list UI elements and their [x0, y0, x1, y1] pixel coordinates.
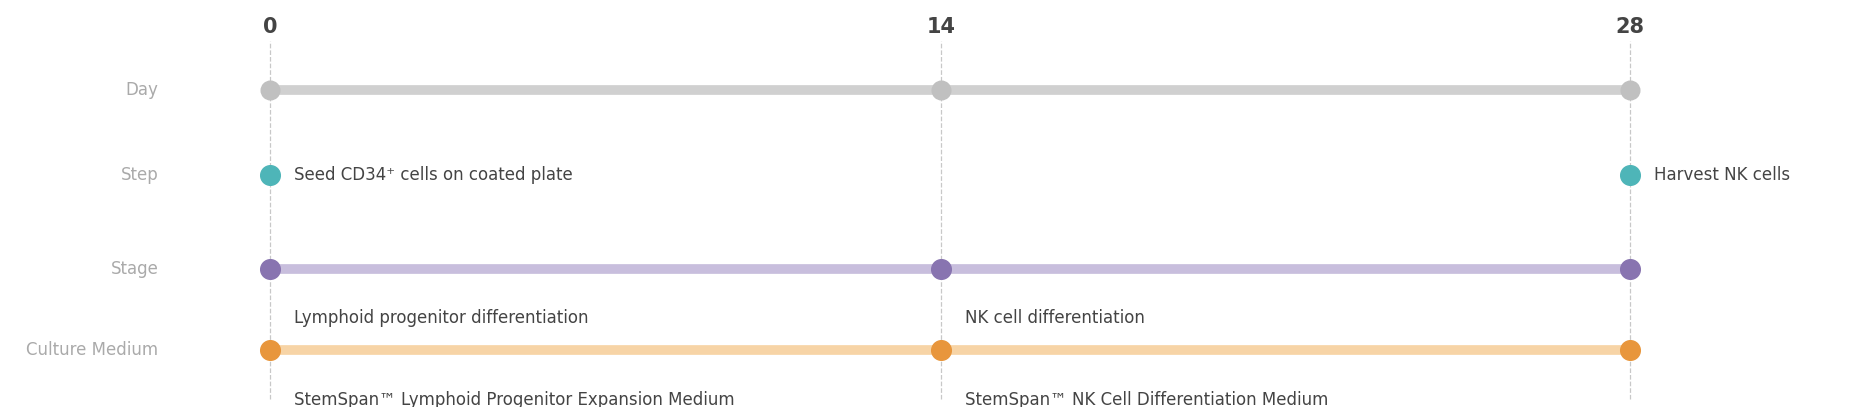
- Point: [255, 172, 285, 178]
- Text: Day: Day: [125, 81, 158, 98]
- Text: 28: 28: [1615, 17, 1645, 37]
- Text: Lymphoid progenitor differentiation: Lymphoid progenitor differentiation: [294, 309, 589, 327]
- Point: [926, 86, 956, 93]
- Point: [1615, 172, 1645, 178]
- Text: Seed CD34⁺ cells on coated plate: Seed CD34⁺ cells on coated plate: [294, 166, 574, 184]
- Text: 14: 14: [926, 17, 956, 37]
- Text: Step: Step: [121, 166, 158, 184]
- Text: Stage: Stage: [110, 260, 158, 278]
- Point: [926, 265, 956, 272]
- Point: [1615, 347, 1645, 353]
- Text: NK cell differentiation: NK cell differentiation: [965, 309, 1146, 327]
- Text: Culture Medium: Culture Medium: [26, 341, 158, 359]
- Point: [1615, 86, 1645, 93]
- Text: Harvest NK cells: Harvest NK cells: [1654, 166, 1790, 184]
- Point: [926, 347, 956, 353]
- Point: [255, 265, 285, 272]
- Text: StemSpan™ NK Cell Differentiation Medium: StemSpan™ NK Cell Differentiation Medium: [965, 391, 1328, 407]
- Point: [1615, 265, 1645, 272]
- Point: [255, 347, 285, 353]
- Point: [255, 86, 285, 93]
- Text: StemSpan™ Lymphoid Progenitor Expansion Medium: StemSpan™ Lymphoid Progenitor Expansion …: [294, 391, 736, 407]
- Text: 0: 0: [263, 17, 278, 37]
